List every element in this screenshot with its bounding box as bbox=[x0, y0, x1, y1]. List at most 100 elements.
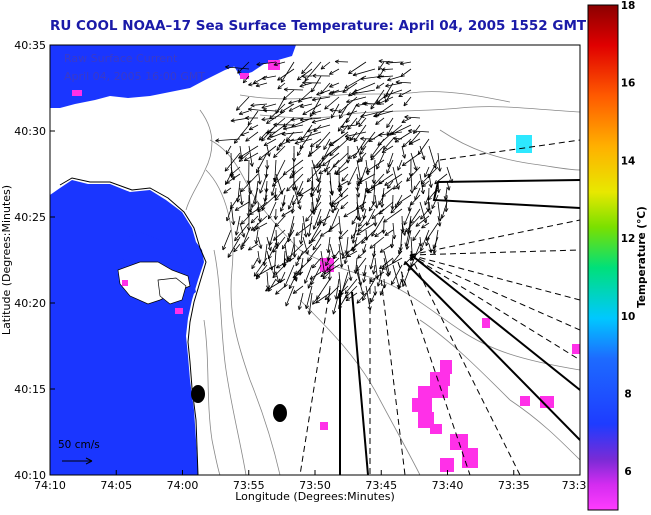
current-vector bbox=[278, 138, 295, 147]
current-vector bbox=[299, 257, 304, 276]
current-vector bbox=[381, 145, 394, 153]
current-vector bbox=[402, 152, 421, 167]
current-vector-head bbox=[348, 92, 353, 97]
current-vector-head bbox=[249, 162, 254, 167]
current-vector-head bbox=[250, 103, 255, 108]
current-vector bbox=[311, 75, 322, 93]
current-vector bbox=[365, 159, 369, 176]
current-vector-head bbox=[424, 201, 429, 206]
current-vector bbox=[318, 166, 331, 174]
current-vector-head bbox=[233, 247, 238, 253]
current-vector bbox=[369, 271, 385, 283]
colorbar-tick-label: 12 bbox=[621, 233, 636, 245]
current-vector-head bbox=[313, 127, 318, 133]
current-vector bbox=[237, 180, 241, 203]
current-vector-head bbox=[281, 245, 286, 250]
current-vector bbox=[319, 215, 331, 224]
current-vector bbox=[408, 201, 412, 212]
current-vector-head bbox=[343, 213, 348, 218]
current-vector bbox=[392, 180, 403, 190]
current-vector-head bbox=[312, 246, 317, 251]
current-vector bbox=[292, 271, 304, 278]
current-vector-head bbox=[302, 80, 307, 85]
current-vector bbox=[376, 152, 385, 170]
current-vector bbox=[345, 131, 367, 138]
current-vector bbox=[421, 222, 430, 229]
current-vector-head bbox=[240, 187, 245, 193]
current-vector bbox=[276, 257, 295, 269]
current-vector-head bbox=[385, 83, 390, 88]
current-vector bbox=[296, 180, 304, 195]
current-vector bbox=[365, 180, 385, 192]
current-vector bbox=[399, 61, 412, 65]
current-vector bbox=[420, 229, 430, 252]
current-vector-head bbox=[243, 157, 249, 162]
current-vector-head bbox=[309, 112, 314, 118]
current-vector-head bbox=[346, 111, 351, 116]
current-vector bbox=[342, 82, 358, 93]
radar-sector-lines bbox=[299, 139, 580, 475]
current-vector-head bbox=[302, 111, 307, 116]
current-vector bbox=[234, 201, 250, 211]
current-vector bbox=[370, 138, 385, 158]
current-vector-head bbox=[258, 136, 264, 141]
current-vector bbox=[288, 215, 295, 238]
current-vector bbox=[308, 222, 322, 245]
current-vector bbox=[385, 61, 403, 64]
current-vector-head bbox=[262, 261, 267, 266]
current-vector-head bbox=[255, 225, 261, 230]
current-vector bbox=[410, 194, 421, 206]
current-vector-head bbox=[346, 99, 351, 104]
current-vector bbox=[284, 88, 304, 91]
current-vector bbox=[344, 250, 349, 264]
current-vector bbox=[286, 243, 304, 260]
current-vector bbox=[320, 82, 331, 95]
current-vector bbox=[431, 194, 439, 209]
current-vector-head bbox=[294, 140, 299, 145]
current-vector bbox=[294, 257, 313, 275]
current-vector-head bbox=[371, 270, 377, 275]
current-vector bbox=[391, 236, 394, 249]
current-vector bbox=[253, 75, 268, 84]
current-vector bbox=[329, 138, 349, 157]
current-vector bbox=[407, 215, 412, 235]
current-vector-head bbox=[360, 291, 365, 296]
current-vector bbox=[245, 131, 259, 142]
current-vector bbox=[329, 82, 340, 88]
current-vector-head bbox=[296, 190, 301, 195]
current-vector-head bbox=[225, 150, 230, 155]
current-vector bbox=[397, 278, 403, 290]
current-vector-head bbox=[258, 244, 263, 249]
current-vector bbox=[230, 152, 233, 178]
current-vector-head bbox=[293, 277, 298, 282]
current-vector-head bbox=[403, 101, 408, 107]
current-vector-head bbox=[292, 253, 297, 258]
current-vector-head bbox=[277, 76, 282, 81]
current-vector bbox=[315, 292, 331, 304]
current-vector-head bbox=[402, 143, 407, 148]
current-vector-head bbox=[277, 85, 282, 90]
current-vector bbox=[282, 194, 286, 207]
current-vector bbox=[326, 159, 340, 176]
current-vector-head bbox=[254, 239, 259, 245]
current-vector bbox=[273, 159, 286, 183]
current-vector bbox=[353, 82, 376, 93]
current-vector-head bbox=[329, 151, 334, 157]
current-vector bbox=[344, 285, 358, 299]
current-vector-head bbox=[288, 107, 294, 112]
current-vector-head bbox=[286, 138, 291, 144]
current-vector bbox=[334, 201, 340, 211]
current-vector bbox=[428, 145, 437, 169]
current-vector bbox=[373, 110, 394, 117]
current-vector bbox=[323, 138, 331, 150]
current-vector bbox=[275, 271, 280, 283]
current-vector-head bbox=[370, 153, 375, 159]
current-vector bbox=[248, 124, 259, 131]
current-vector bbox=[240, 215, 250, 225]
current-vector-head bbox=[373, 113, 378, 118]
current-vector bbox=[240, 131, 250, 136]
current-vector bbox=[325, 257, 331, 267]
current-vector bbox=[263, 138, 277, 146]
y-tick-label: 40:10 bbox=[14, 469, 46, 482]
current-vector bbox=[347, 152, 358, 159]
